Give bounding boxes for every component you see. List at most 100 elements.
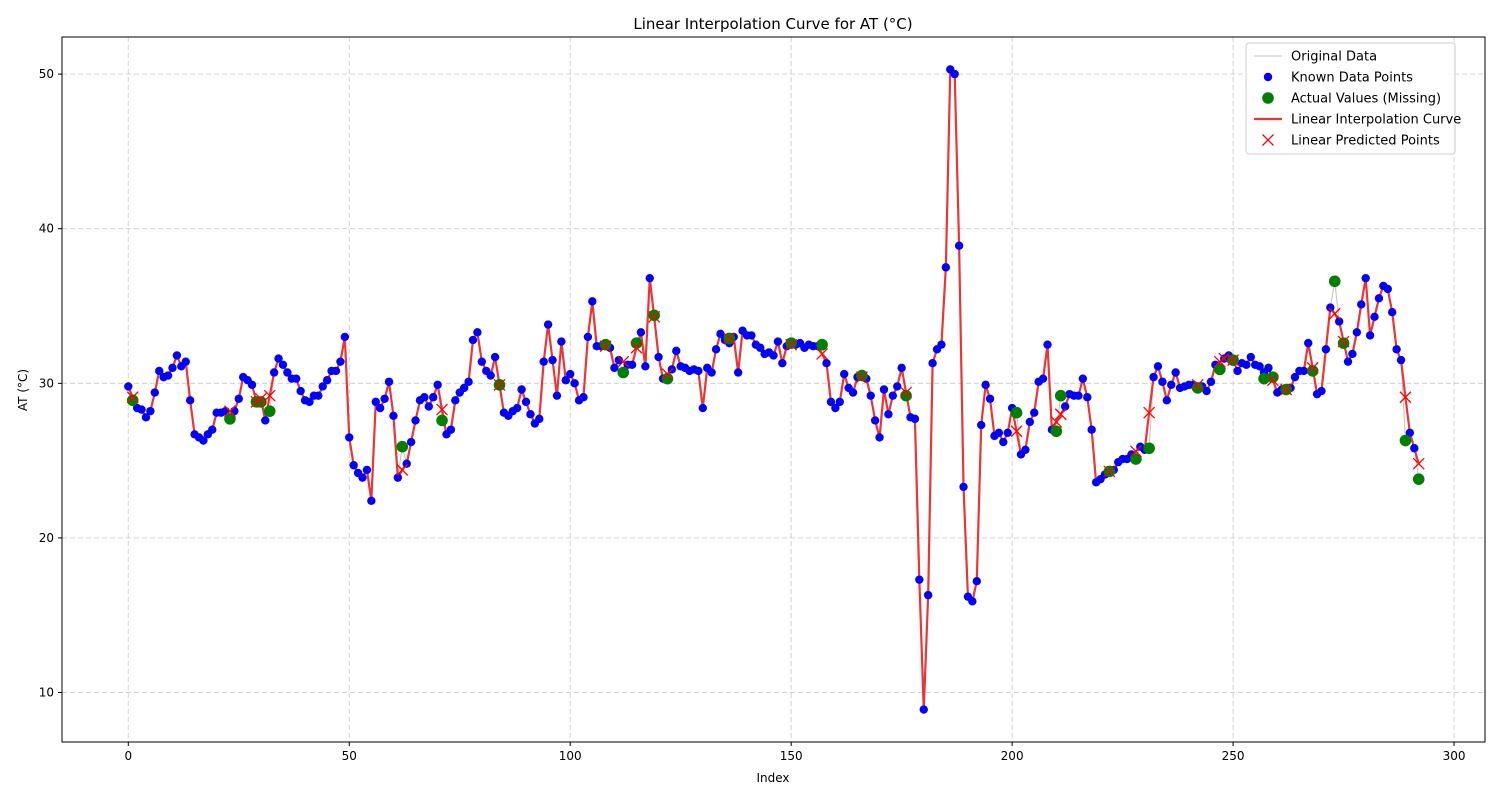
actual-missing-point [816,338,828,351]
known-point [848,388,858,397]
known-point [994,428,1004,437]
known-point [866,391,875,400]
known-point [1290,372,1300,382]
known-point [150,388,160,397]
known-point [1021,445,1030,454]
actual-missing-point [856,369,868,382]
known-point [910,414,920,424]
known-point [756,343,765,352]
known-point [380,394,389,403]
known-point [1202,386,1211,396]
known-point [446,425,456,434]
known-point [539,357,548,366]
actual-missing-point [1399,434,1412,447]
known-point [349,461,358,470]
known-point [1343,357,1353,366]
x-tick-label: 100 [559,749,582,763]
predicted-point [785,338,798,351]
predicted-points-group [126,307,1425,478]
actual-missing-point [661,372,674,385]
predicted-point-stroke [1399,391,1412,404]
known-point [698,403,707,413]
known-point [773,337,783,346]
known-point [579,393,588,402]
predicted-point-stroke [1280,383,1293,396]
known-point [1043,340,1052,349]
legend-box [1245,42,1456,155]
known-point [583,332,593,342]
known-point [208,425,217,434]
legend: Original Data Known Data Points Actual Val… [1245,42,1461,155]
known-point [305,397,314,407]
legend-entry: Actual Values (Missing) [1262,92,1441,107]
known-point [1206,377,1216,386]
predicted-point-stroke [599,340,612,353]
known-point [981,380,990,390]
y-tick-label: 40 [39,222,54,236]
predicted-point-stroke [1328,307,1341,320]
known-point [543,320,553,329]
known-point [424,402,433,411]
known-point [1405,428,1415,437]
actual-missing-point [1130,453,1142,465]
predicted-point [263,389,276,402]
known-point [840,369,849,379]
known-point [172,351,182,360]
known-point [1078,374,1088,383]
legend-entry: Linear Interpolation Curve [1254,113,1461,128]
known-point [694,366,703,376]
predicted-point [617,355,630,368]
predicted-point [1191,378,1204,391]
known-point [1361,273,1370,283]
predicted-point-stroke [493,378,506,391]
known-point [283,368,292,377]
known-point [1074,391,1083,400]
known-point [835,397,844,407]
predicted-point-stroke [126,391,139,404]
known-point [897,363,906,373]
predicted-point-stroke [1010,425,1023,438]
legend-handle-actual [1262,92,1274,104]
legend-label: Actual Values (Missing) [1291,92,1441,107]
known-point [893,382,902,391]
predicted-point [648,310,661,323]
known-point [261,416,270,425]
actual-missing-point [436,414,448,427]
known-point [888,391,898,400]
predicted-point [1306,361,1319,374]
predicted-point-stroke [617,355,630,368]
predicted-point [436,403,449,416]
known-point [393,473,403,482]
predicted-point-stroke [1129,445,1142,458]
known-point [923,590,933,600]
known-point [274,354,283,363]
known-point [747,331,756,340]
actual-missing-point [1267,371,1279,383]
known-point [384,377,394,386]
actual-missing-point [263,405,276,417]
known-point [1003,428,1012,437]
known-point [627,360,637,369]
x-tick-label: 50 [342,749,357,763]
known-point [163,371,173,380]
known-point [1246,352,1255,362]
predicted-point [1412,457,1425,470]
known-point [954,241,964,250]
known-point [521,397,531,407]
known-point [1321,345,1331,354]
actual-missing-point [617,366,630,379]
known-point [512,403,522,413]
predicted-point [1054,408,1067,421]
known-point [716,329,725,339]
known-point [1387,307,1397,317]
known-point [168,363,177,373]
known-point [561,376,570,385]
x-tick-label: 300 [1443,749,1466,763]
known-point [999,437,1008,447]
predicted-point-stroke [223,405,236,418]
known-point [641,362,650,371]
known-point [247,380,257,390]
predicted-point-stroke [630,341,643,354]
predicted-point [900,386,913,399]
known-point [1083,393,1092,402]
